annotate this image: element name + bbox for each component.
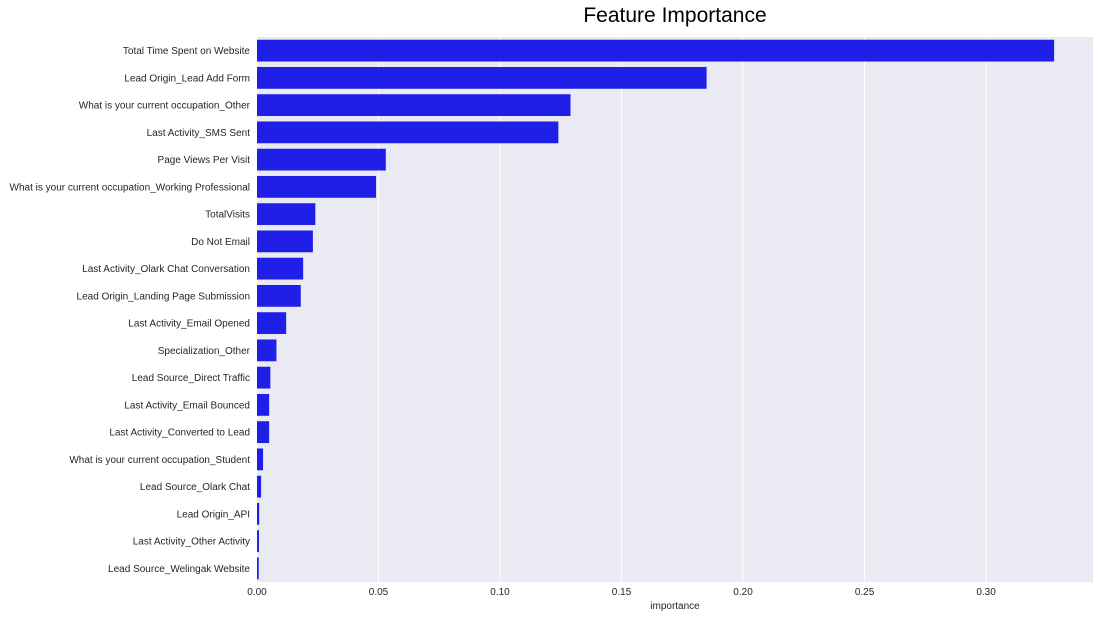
x-tick-label: 0.20 [733, 587, 753, 598]
bar [257, 475, 262, 498]
bar [257, 557, 259, 580]
bar [257, 530, 259, 553]
y-tick-label: Last Activity_SMS Sent [147, 128, 251, 139]
y-tick-label: Lead Origin_API [177, 509, 250, 520]
y-tick-label: Lead Origin_Lead Add Form [124, 73, 250, 84]
bar [257, 66, 707, 89]
y-tick-label: TotalVisits [205, 210, 250, 221]
y-tick-label: Last Activity_Other Activity [133, 537, 250, 548]
bar [257, 448, 264, 471]
x-tick-label: 0.10 [490, 587, 510, 598]
y-tick-label: Last Activity_Email Opened [128, 319, 250, 330]
y-tick-labels: Total Time Spent on Website Lead Origin_L… [10, 46, 251, 575]
x-tick-label: 0.15 [612, 587, 632, 598]
bar [257, 175, 377, 198]
y-tick-label: Lead Source_Welingak Website [108, 564, 250, 575]
bar [257, 94, 571, 117]
bar [257, 121, 559, 144]
chart-title: Feature Importance [583, 4, 766, 27]
y-tick-label: Last Activity_Olark Chat Conversation [82, 264, 250, 275]
bar [257, 339, 277, 362]
x-tick-label: 0.05 [369, 587, 389, 598]
x-tick-label: 0.00 [247, 587, 267, 598]
x-tick-label: 0.30 [976, 587, 996, 598]
bar [257, 312, 287, 335]
bar [257, 257, 304, 280]
plot-area [257, 37, 1093, 582]
bar [257, 39, 1055, 62]
x-axis-label: importance [650, 601, 700, 612]
x-tick-label: 0.25 [855, 587, 875, 598]
y-tick-label: What is your current occupation_Student [69, 455, 250, 466]
bar [257, 393, 270, 416]
bar [257, 148, 386, 171]
y-tick-label: Last Activity_Converted to Lead [109, 428, 250, 439]
y-tick-label: Total Time Spent on Website [123, 46, 251, 57]
bars-group [257, 39, 1055, 580]
y-tick-label: Last Activity_Email Bounced [124, 400, 250, 411]
y-tick-label: Lead Source_Direct Traffic [132, 373, 250, 384]
y-tick-label: Specialization_Other [158, 346, 251, 357]
x-tick-labels: 0.00 0.05 0.10 0.15 0.20 0.25 0.30 [247, 587, 996, 598]
y-tick-label: Page Views Per Visit [158, 155, 251, 166]
bar [257, 421, 270, 444]
bar [257, 366, 271, 389]
y-tick-label: Lead Source_Olark Chat [140, 482, 250, 493]
bar [257, 502, 260, 525]
y-tick-label: Lead Origin_Landing Page Submission [77, 291, 250, 302]
y-tick-label: What is your current occupation_Working … [10, 182, 250, 193]
y-tick-label: What is your current occupation_Other [79, 101, 251, 112]
bar [257, 284, 301, 307]
bar [257, 230, 313, 253]
bar [257, 203, 316, 226]
y-tick-label: Do Not Email [191, 237, 250, 248]
